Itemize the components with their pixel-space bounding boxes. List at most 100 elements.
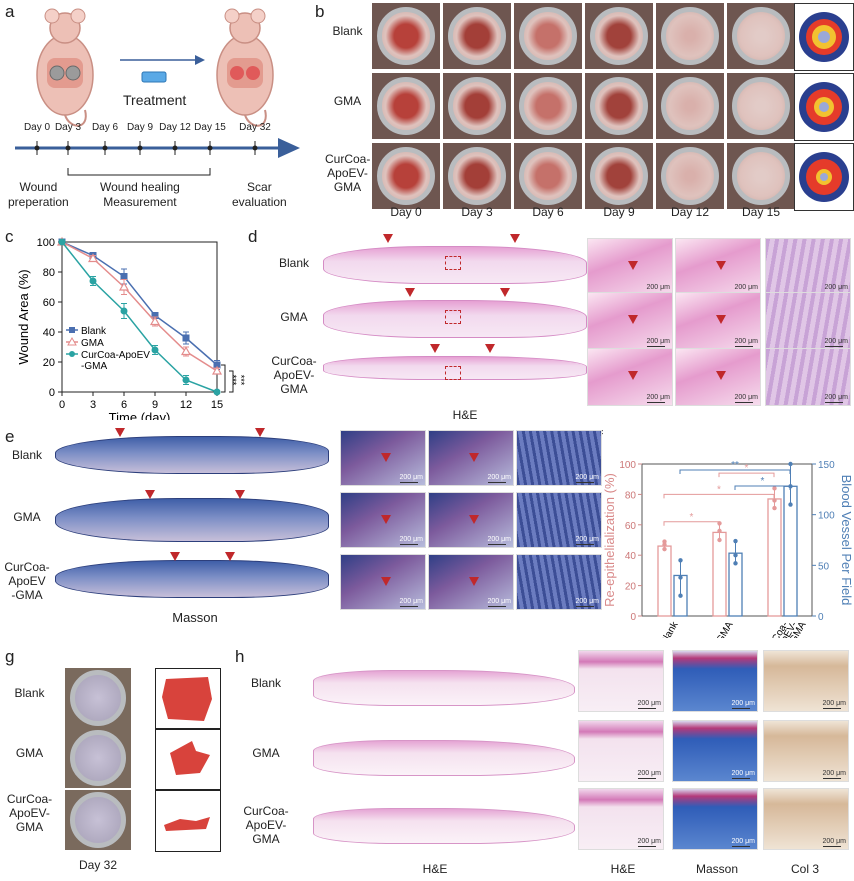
scale-bar: 200 μm bbox=[822, 700, 847, 707]
masson-row-label: Blank bbox=[11, 448, 43, 462]
wound-edge-marker bbox=[115, 428, 125, 437]
scale-bar: 200 μm bbox=[824, 284, 849, 291]
stain-caption: Masson bbox=[695, 862, 739, 876]
data-point bbox=[733, 538, 738, 544]
y-axis-label-right: Blood Vessel Per Field bbox=[839, 475, 854, 606]
wound-photo bbox=[656, 143, 724, 209]
data-point bbox=[120, 273, 128, 280]
y-tick-label-left: 100 bbox=[619, 460, 636, 471]
panel-a-schematic bbox=[15, 8, 300, 176]
phase-scar-label: Scar evaluation bbox=[232, 180, 287, 209]
histology-zoom-tile: 200 μm bbox=[587, 238, 673, 296]
significance-marker: * bbox=[761, 476, 765, 487]
y-tick-label-right: 0 bbox=[818, 612, 824, 623]
wound-edge-marker bbox=[235, 490, 245, 499]
significance-bracket bbox=[679, 469, 791, 474]
bar bbox=[657, 545, 672, 617]
wound-trace-diagram bbox=[794, 3, 854, 71]
wound-edge-marker bbox=[383, 234, 393, 243]
mouse-after-icon bbox=[216, 8, 274, 127]
wound-edge-marker bbox=[469, 515, 479, 524]
y-tick-label-left: 60 bbox=[625, 521, 637, 532]
wound-photo bbox=[514, 73, 582, 139]
stain-caption: H&E bbox=[422, 862, 448, 876]
masson-section bbox=[55, 560, 329, 598]
masson-zoom-tile: 200 μm bbox=[428, 492, 514, 548]
wound-photo bbox=[372, 3, 440, 69]
data-point bbox=[213, 361, 221, 369]
scar-trace bbox=[155, 668, 221, 730]
timeline-day-label: Day 3 bbox=[54, 122, 82, 133]
scar-day-caption: Day 32 bbox=[78, 858, 118, 872]
significance-bracket bbox=[663, 493, 775, 499]
panel-h: Blank 200 μm 200 μm 200 μm GMA 200 μm 200 μm 20… bbox=[235, 648, 854, 881]
wound-photo bbox=[443, 143, 511, 209]
stain-zoom-tile: 200 μm bbox=[763, 788, 849, 850]
scar-shape bbox=[164, 817, 210, 831]
timeline-day-label: Day 32 bbox=[239, 122, 271, 133]
wound-photo bbox=[656, 3, 724, 69]
histology-zoom-tile: 200 μm bbox=[675, 348, 761, 406]
data-point bbox=[151, 312, 159, 319]
zoom-region-box bbox=[445, 256, 461, 270]
wound-photo bbox=[585, 73, 653, 139]
data-point bbox=[662, 539, 667, 544]
scale-bar: 200 μm bbox=[646, 338, 671, 345]
y-axis-label-left: Re-epithelialization (%) bbox=[602, 473, 617, 607]
data-point bbox=[89, 277, 97, 285]
legend-entry: Blank bbox=[81, 326, 107, 337]
photo-day-label: Day 15 bbox=[741, 205, 781, 219]
y-tick-label: 100 bbox=[37, 237, 55, 249]
stain-zoom-tile: 200 μm bbox=[672, 788, 758, 850]
wound-photo bbox=[585, 3, 653, 69]
series-line bbox=[61, 241, 218, 372]
photo-day-label: Day 6 bbox=[532, 205, 564, 219]
scale-bar: 200 μm bbox=[822, 838, 847, 845]
wound-photo bbox=[727, 73, 795, 139]
panel-letter-c: c bbox=[5, 227, 14, 246]
masson-zoom-tile: 200 μm bbox=[516, 430, 602, 486]
series-line bbox=[61, 241, 218, 366]
wound-edge-marker bbox=[500, 288, 510, 297]
scale-bar: 200 μm bbox=[637, 700, 662, 707]
timeline-day-label: Day 6 bbox=[91, 122, 119, 133]
significance-marker: *** bbox=[236, 375, 246, 386]
scale-bar: 200 μm bbox=[487, 536, 512, 543]
masson-row-label: CurCoa- ApoEV -GMA bbox=[4, 560, 50, 602]
stain-caption: H&E bbox=[610, 862, 636, 876]
panel-g: Blank GMA CurCoa- ApoEV- GMA Day 32 bbox=[0, 648, 230, 881]
data-point bbox=[151, 346, 159, 354]
masson-zoom-tile: 200 μm bbox=[428, 554, 514, 610]
wound-photo bbox=[514, 143, 582, 209]
masson-zoom-tile: 200 μm bbox=[340, 430, 426, 486]
wound-photo bbox=[514, 3, 582, 69]
scar-trace bbox=[155, 728, 221, 790]
data-point bbox=[211, 365, 223, 375]
plot-frame bbox=[641, 463, 813, 617]
panel-d: Blank 200 μm 200 μm 200 μm GMA 200 μm 200 μm 20… bbox=[255, 232, 854, 422]
timeline-day-label: Day 0 bbox=[23, 122, 51, 133]
significance-bracket bbox=[718, 472, 775, 478]
scale-bar: 200 μm bbox=[731, 700, 756, 707]
legend-entry: GMA bbox=[81, 338, 104, 349]
wound-edge-marker bbox=[628, 261, 638, 270]
data-point bbox=[182, 334, 190, 342]
wound-photo bbox=[372, 73, 440, 139]
wound-photo bbox=[727, 143, 795, 209]
mouse-before-icon bbox=[36, 8, 94, 127]
zoom-region-box bbox=[445, 310, 461, 324]
wound-edge-marker bbox=[145, 490, 155, 499]
y-axis-label: Wound Area (%) bbox=[16, 269, 31, 364]
scale-bar: 200 μm bbox=[487, 598, 512, 605]
wound-trace-diagram bbox=[794, 73, 854, 141]
scale-bar: 200 μm bbox=[399, 598, 424, 605]
scale-bar: 200 μm bbox=[822, 770, 847, 777]
significance-marker: *** bbox=[228, 375, 238, 386]
plot-frame bbox=[61, 241, 218, 393]
data-point bbox=[58, 238, 66, 246]
phase-prep-label: Wound preperation bbox=[8, 180, 69, 209]
panel-b: Blank GMA CurCoa- ApoEV- GMA Day 0 Day 3 D… bbox=[320, 0, 854, 222]
stain-zoom-tile: 200 μm bbox=[672, 720, 758, 782]
x-tick-label: 6 bbox=[121, 399, 127, 411]
x-category-label: GMA bbox=[715, 620, 736, 638]
